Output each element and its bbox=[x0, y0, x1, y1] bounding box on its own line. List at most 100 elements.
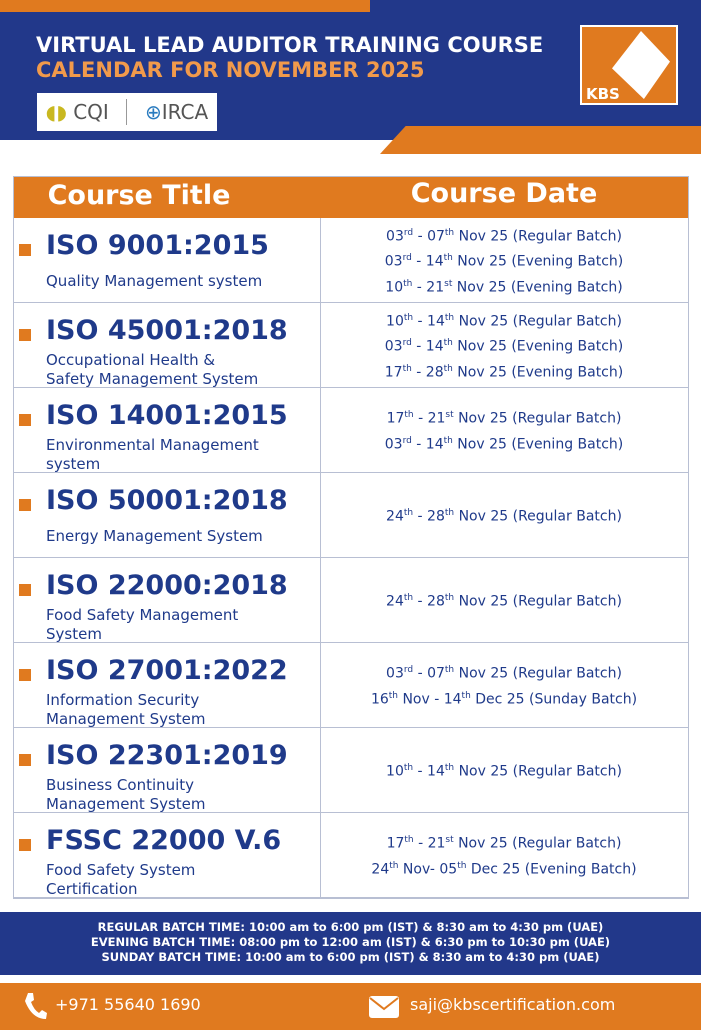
date-text: Nov 25 (Regular Batch) bbox=[454, 313, 622, 330]
date-text: Nov - 14 bbox=[398, 691, 462, 708]
course-name: Energy Management System bbox=[46, 527, 263, 546]
ordinal: th bbox=[444, 227, 455, 238]
course-name: Food Safety System Certification bbox=[46, 861, 195, 899]
accreditation-logos: ◖◗ CQI ⊕IRCA bbox=[37, 93, 217, 131]
course-code: ISO 27001:2022 bbox=[46, 655, 288, 686]
course-code: ISO 22301:2019 bbox=[46, 740, 288, 771]
date-text: 10 bbox=[385, 279, 404, 296]
ordinal: th bbox=[443, 436, 453, 446]
bullet bbox=[19, 584, 31, 596]
date-text: Nov 25 (Evening Batch) bbox=[452, 436, 624, 453]
date-text: 03 bbox=[384, 436, 403, 453]
ordinal: rd bbox=[402, 338, 412, 349]
phone-icon bbox=[25, 993, 47, 1019]
logo-cqi: ◖◗ CQI bbox=[45, 100, 109, 124]
date-text: - 28 bbox=[413, 508, 445, 525]
ordinal: th bbox=[389, 861, 399, 871]
course-name: Occupational Health & Safety Management S… bbox=[46, 351, 258, 389]
mail-icon bbox=[369, 996, 399, 1018]
name-line: system bbox=[46, 455, 101, 473]
date-text: 17 bbox=[386, 411, 405, 427]
date-text: Nov 25 (Evening Batch) bbox=[452, 279, 623, 296]
date-line: 03rd - 14th Nov 25 (Evening Batch) bbox=[385, 247, 623, 273]
header-accent bbox=[380, 126, 701, 154]
table-row: ISO 50001:2018 Energy Management System 24… bbox=[14, 473, 688, 558]
brand-logo: KBS bbox=[580, 25, 678, 105]
date-text: - 14 bbox=[413, 313, 445, 330]
name-line: Management System bbox=[46, 795, 206, 813]
ordinal: th bbox=[443, 363, 453, 374]
ordinal: th bbox=[402, 363, 412, 374]
date-text: 16 bbox=[370, 691, 389, 708]
date-cell: 17th - 21st Nov 25 (Regular Batch) 03rd -… bbox=[320, 388, 688, 472]
date-text: 03 bbox=[386, 666, 404, 682]
bullet bbox=[19, 244, 31, 256]
logo-mark bbox=[612, 31, 670, 99]
logo-text: IRCA bbox=[161, 100, 209, 124]
brand-text: KBS bbox=[586, 85, 620, 103]
name-line: Certification bbox=[46, 880, 138, 898]
date-text: 03 bbox=[384, 338, 403, 355]
date-text: Nov- 05 bbox=[398, 861, 458, 878]
date-cell: 24th - 28th Nov 25 (Regular Batch) bbox=[320, 473, 688, 557]
column-header: Course Date bbox=[410, 178, 598, 209]
name-line: Food Safety System bbox=[46, 861, 196, 879]
name-line: Business Continuity bbox=[46, 776, 195, 794]
date-line: 10th - 21st Nov 25 (Evening Batch) bbox=[385, 273, 622, 299]
email: saji@kbscertification.com bbox=[410, 995, 616, 1014]
date-line: 10th - 14th Nov 25 (Regular Batch) bbox=[386, 757, 622, 783]
date-text: 24 bbox=[386, 593, 404, 610]
table-row: ISO 22301:2019 Business Continuity Managem… bbox=[14, 728, 688, 813]
table-row: ISO 14001:2015 Environmental Management sy… bbox=[14, 388, 688, 473]
date-text: Nov 25 (Regular Batch) bbox=[454, 508, 622, 525]
bullet bbox=[19, 329, 31, 341]
course-name: Environmental Management system bbox=[46, 436, 259, 474]
bullet bbox=[19, 414, 31, 426]
course-name: Business Continuity Management System bbox=[46, 776, 206, 814]
table-header: Course Title Course Date bbox=[14, 176, 688, 218]
name-line: Quality Management system bbox=[46, 272, 263, 290]
name-line: Information Security bbox=[46, 691, 200, 709]
course-code: ISO 9001:2015 bbox=[46, 230, 269, 261]
date-line: 24th Nov- 05th Dec 25 (Evening Batch) bbox=[371, 855, 636, 881]
ordinal: th bbox=[404, 410, 414, 421]
ordinal: th bbox=[444, 508, 455, 519]
title-cell: ISO 22000:2018 Food Safety Management Syst… bbox=[14, 558, 321, 644]
title-cell: ISO 9001:2015 Quality Management system bbox=[14, 218, 321, 302]
ordinal: th bbox=[403, 312, 414, 323]
ordinal: st bbox=[445, 835, 454, 846]
ordinal: rd bbox=[403, 227, 414, 238]
ordinal: rd bbox=[403, 665, 414, 676]
date-text: 24 bbox=[371, 861, 390, 878]
date-cell: 03rd - 07th Nov 25 (Regular Batch) 03rd -… bbox=[320, 218, 688, 302]
date-text: - 07 bbox=[413, 228, 445, 245]
date-line: 03rd - 14th Nov 25 (Evening Batch) bbox=[385, 430, 623, 456]
ordinal: th bbox=[403, 593, 414, 604]
ordinal: rd bbox=[402, 253, 412, 264]
phone: +971 55640 1690 bbox=[55, 995, 201, 1014]
name-line: Safety Management System bbox=[46, 370, 259, 388]
date-text: Nov 25 (Regular Batch) bbox=[454, 666, 622, 682]
bullet bbox=[19, 754, 31, 766]
date-cell: 10th - 14th Nov 25 (Regular Batch) bbox=[320, 728, 688, 812]
ordinal: th bbox=[444, 665, 455, 676]
ordinal: th bbox=[403, 508, 414, 519]
logo-text: CQI bbox=[73, 100, 109, 124]
course-code: ISO 22000:2018 bbox=[46, 570, 288, 601]
name-line: Energy Management System bbox=[46, 527, 263, 545]
date-text: - 21 bbox=[413, 411, 446, 427]
title-cell: ISO 45001:2018 Occupational Health & Safet… bbox=[14, 303, 321, 389]
date-text: Dec 25 (Sunday Batch) bbox=[470, 691, 638, 708]
date-text: 03 bbox=[384, 253, 403, 270]
batch-time: REGULAR BATCH TIME: 10:00 am to 6:00 pm … bbox=[97, 920, 604, 934]
course-code: ISO 50001:2018 bbox=[46, 485, 288, 516]
contact-band: +971 55640 1690 saji@kbscertification.co… bbox=[0, 983, 701, 1030]
date-line: 03rd - 07th Nov 25 (Regular Batch) bbox=[386, 222, 622, 248]
course-name: Food Safety Management System bbox=[46, 606, 238, 644]
date-line: 16th Nov - 14th Dec 25 (Sunday Batch) bbox=[371, 685, 637, 711]
name-line: Management System bbox=[46, 710, 206, 728]
date-cell: 10th - 14th Nov 25 (Regular Batch) 03rd -… bbox=[320, 303, 688, 387]
ordinal: th bbox=[404, 835, 414, 846]
date-line: 24th - 28th Nov 25 (Regular Batch) bbox=[386, 502, 622, 528]
